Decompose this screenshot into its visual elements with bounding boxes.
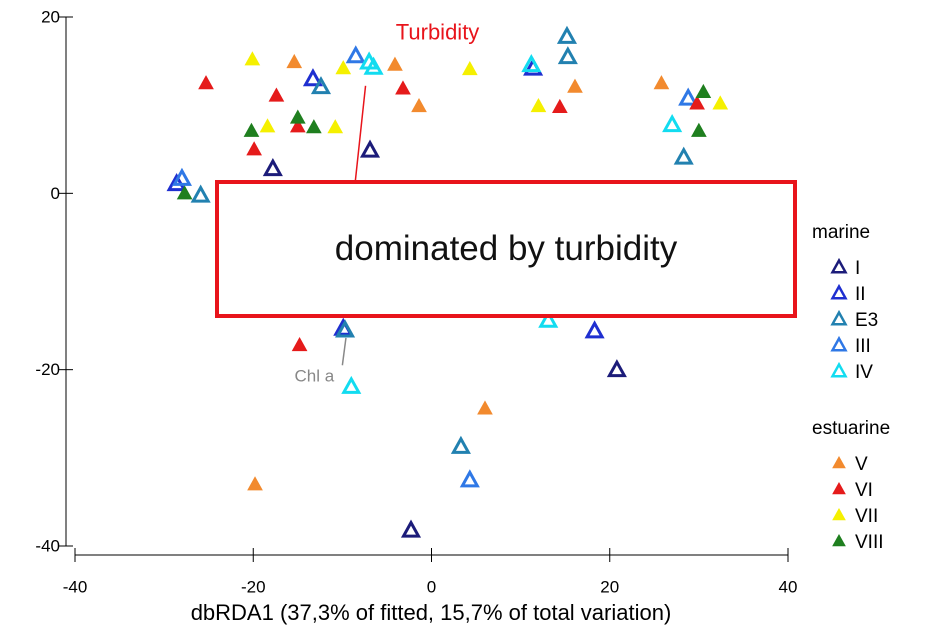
point bbox=[259, 118, 276, 133]
legend-marker bbox=[830, 309, 848, 326]
y-tick-label: 0 bbox=[51, 184, 60, 203]
point bbox=[556, 25, 578, 44]
point bbox=[246, 141, 262, 156]
point bbox=[247, 476, 263, 491]
legend-label: III bbox=[855, 336, 871, 357]
point bbox=[557, 46, 578, 65]
point bbox=[198, 75, 214, 90]
vector bbox=[354, 85, 367, 186]
legend-marker bbox=[832, 455, 846, 469]
legend-title: estuarine bbox=[812, 418, 890, 439]
point bbox=[691, 122, 707, 137]
point bbox=[387, 56, 403, 71]
point bbox=[695, 83, 712, 99]
y-tick-label: 20 bbox=[41, 7, 60, 26]
legend-label: V bbox=[855, 454, 868, 475]
point bbox=[171, 167, 192, 186]
point bbox=[477, 400, 493, 415]
point bbox=[400, 519, 422, 538]
point bbox=[345, 45, 366, 64]
vector bbox=[341, 337, 347, 366]
point bbox=[459, 469, 480, 488]
legend-marker bbox=[830, 335, 848, 352]
point bbox=[538, 309, 559, 328]
point bbox=[359, 139, 381, 158]
point bbox=[567, 78, 583, 93]
legend-marker bbox=[832, 533, 846, 547]
point bbox=[302, 68, 324, 87]
legend-label: II bbox=[855, 284, 866, 305]
legend-marker bbox=[832, 481, 846, 495]
x-tick-label: -20 bbox=[241, 577, 266, 596]
point bbox=[653, 75, 670, 90]
point bbox=[662, 113, 683, 133]
x-tick-label: -40 bbox=[63, 577, 88, 596]
point bbox=[289, 109, 306, 124]
legend-label: I bbox=[855, 258, 860, 279]
legend-label: VI bbox=[855, 480, 873, 501]
legend-marker bbox=[830, 283, 848, 300]
legend-label: E3 bbox=[855, 310, 878, 331]
legend-label: VII bbox=[855, 506, 878, 527]
point bbox=[262, 158, 283, 177]
point bbox=[289, 118, 306, 133]
legend-marker bbox=[830, 361, 848, 378]
legend-label: IV bbox=[855, 362, 873, 383]
vector-label: Chl a bbox=[295, 367, 335, 386]
point bbox=[678, 87, 699, 106]
x-tick-label: 20 bbox=[600, 577, 619, 596]
x-tick-label: 40 bbox=[779, 577, 798, 596]
point bbox=[450, 435, 471, 454]
point bbox=[395, 80, 411, 95]
vector-label: Turbidity bbox=[396, 20, 480, 45]
point bbox=[551, 98, 568, 114]
point bbox=[327, 119, 344, 134]
point bbox=[584, 320, 605, 339]
point bbox=[268, 87, 285, 102]
point bbox=[712, 95, 729, 110]
point bbox=[190, 184, 211, 203]
point bbox=[334, 319, 356, 338]
point bbox=[461, 60, 478, 76]
point bbox=[341, 375, 362, 394]
legend-title: marine bbox=[812, 222, 870, 243]
point bbox=[359, 51, 380, 70]
point bbox=[530, 98, 547, 113]
legend-marker bbox=[830, 257, 848, 274]
point bbox=[335, 60, 352, 75]
point bbox=[244, 51, 261, 66]
y-tick-label: -40 bbox=[35, 536, 60, 555]
point bbox=[689, 95, 705, 110]
x-axis-label: dbRDA1 (37,3% of fitted, 15,7% of total … bbox=[191, 600, 672, 625]
point bbox=[306, 119, 322, 134]
point bbox=[176, 185, 193, 200]
point bbox=[286, 53, 303, 69]
x-tick-label: 0 bbox=[427, 577, 436, 596]
point bbox=[411, 98, 427, 113]
point bbox=[291, 336, 308, 352]
overlay-box: dominated by turbidity bbox=[215, 180, 797, 318]
legend-marker bbox=[832, 507, 846, 521]
point bbox=[673, 146, 694, 165]
point bbox=[310, 76, 332, 95]
legend-label: VIII bbox=[855, 532, 884, 553]
point bbox=[243, 122, 260, 137]
y-tick-label: -20 bbox=[35, 360, 60, 379]
point bbox=[521, 54, 542, 73]
point bbox=[606, 359, 627, 378]
